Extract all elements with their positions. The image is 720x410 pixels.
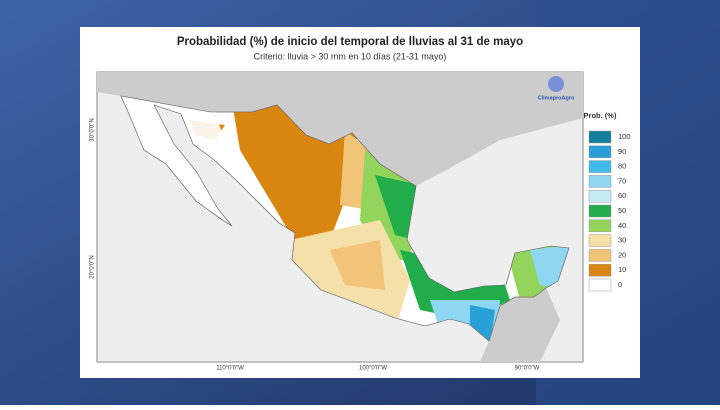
- legend-label: 10: [618, 265, 626, 274]
- legend-label: 50: [618, 206, 626, 215]
- lon-label: 110°0'0"W: [216, 366, 244, 372]
- legend-swatch: [588, 278, 612, 292]
- logo-text: ClimaproAgro: [538, 95, 575, 101]
- legend-label: 0: [618, 280, 622, 289]
- logo-icon: [548, 76, 564, 92]
- lat-label: 20°0'0"N: [90, 255, 96, 278]
- lat-label: 30°0'0"N: [90, 118, 96, 141]
- legend-label: 90: [618, 147, 626, 156]
- legend-label: 60: [618, 191, 626, 200]
- legend-swatch: [588, 219, 612, 233]
- legend-label: 30: [618, 236, 626, 245]
- legend-swatch: [588, 189, 612, 203]
- legend-title: Prob. (%): [584, 111, 617, 120]
- legend-label: 40: [618, 221, 626, 230]
- lon-label: 90°0'0"W: [515, 366, 540, 372]
- lon-label: 100°0'0"W: [359, 366, 387, 372]
- legend-swatch: [588, 204, 612, 218]
- probability-zones: [121, 96, 569, 341]
- legend-swatch: [588, 160, 612, 173]
- legend-swatch: [588, 130, 612, 144]
- title: Probabilidad (%) de inicio del temporal …: [177, 36, 523, 48]
- legend-label: 100: [618, 132, 631, 141]
- usa: [97, 72, 583, 186]
- legend-swatch: [588, 175, 612, 188]
- legend-label: 70: [618, 176, 626, 185]
- subtitle: Criterio: lluvia > 30 mm en 10 días (21-…: [254, 51, 447, 61]
- legend-swatch: [588, 234, 612, 247]
- legend-label: 20: [618, 250, 626, 259]
- map: 30°0'0"N 20°0'0"N 110°0'0"W 100°0'0"W 90…: [90, 71, 584, 372]
- legend-swatch: [588, 263, 612, 277]
- legend-swatch: [588, 145, 612, 159]
- legend-swatch: [588, 249, 612, 262]
- legend-label: 80: [618, 162, 626, 171]
